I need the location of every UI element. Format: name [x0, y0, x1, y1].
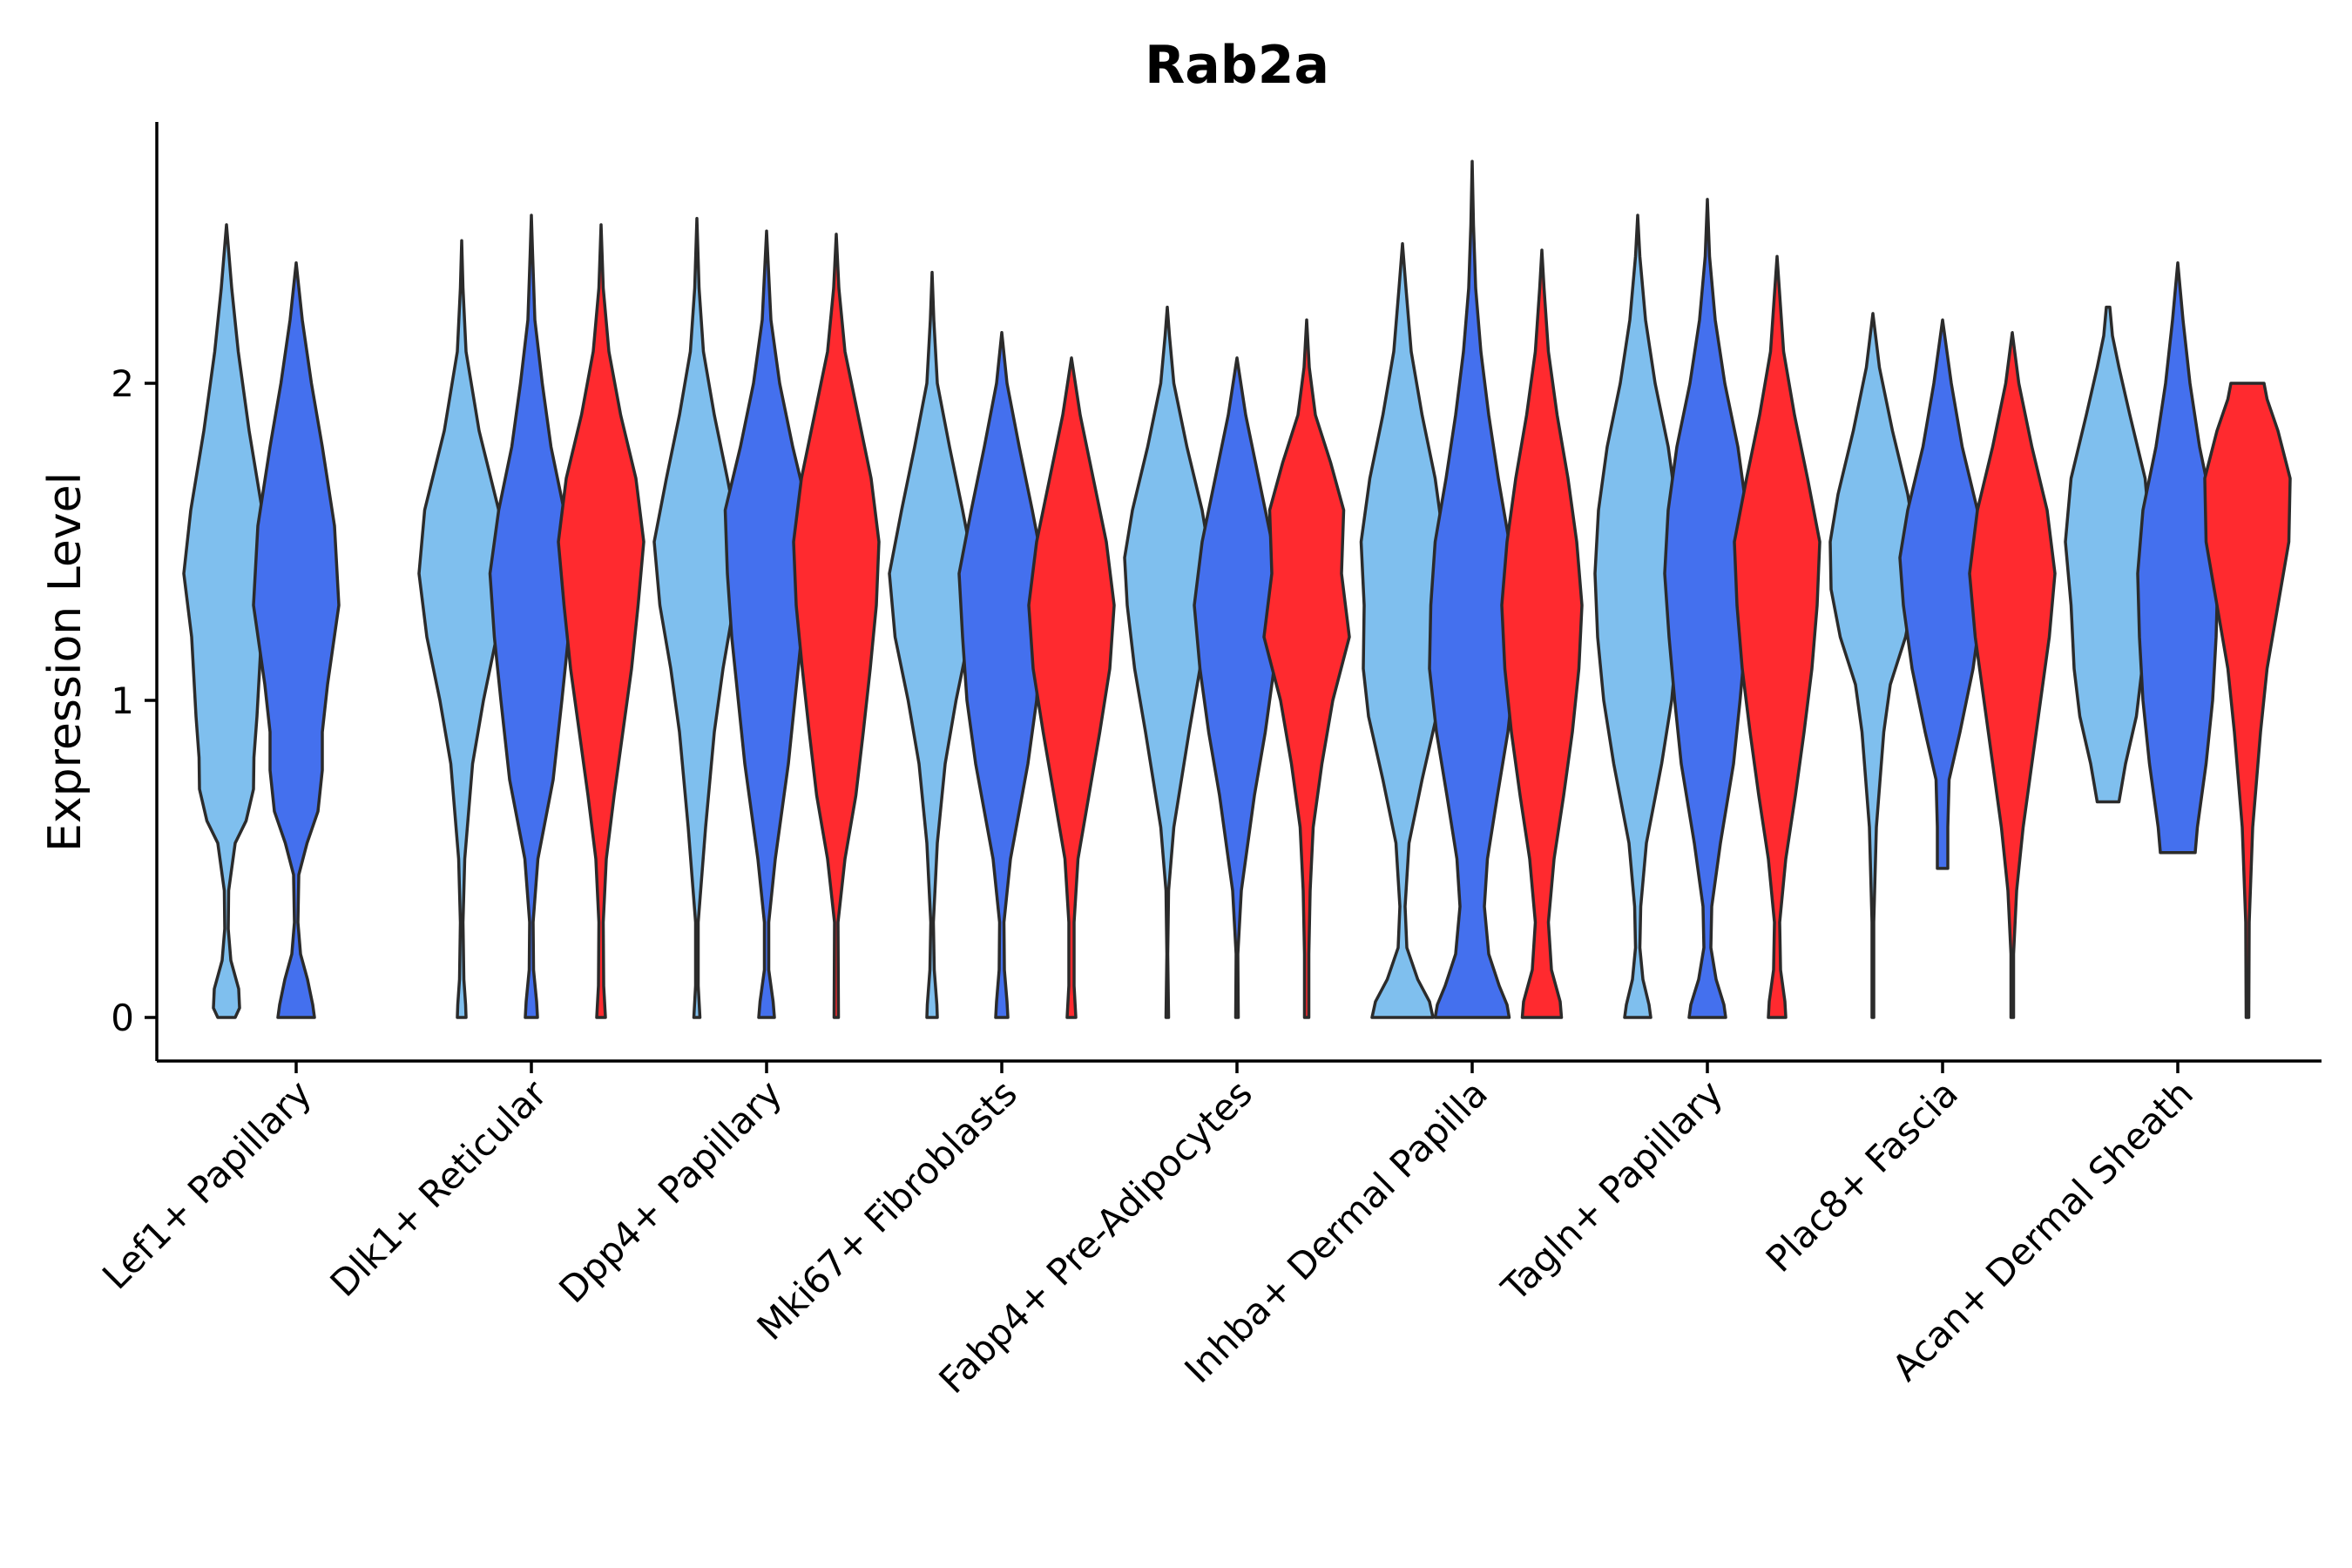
violin-group-2-9 [2136, 260, 2220, 855]
violin-group-2-3 [723, 229, 810, 1019]
y-axis-label: Expression Level [39, 472, 91, 852]
violin-group-2-4 [957, 331, 1046, 1019]
violin-group-3-5 [1262, 318, 1351, 1019]
violin-group-1-3 [652, 216, 741, 1019]
violin-group-2-7 [1663, 198, 1752, 1019]
violin-group-1-4 [888, 270, 977, 1019]
violin-group-3-8 [1968, 331, 2057, 1019]
y-tick-label-0: 0 [111, 997, 134, 1039]
violin-group-3-9 [2203, 382, 2292, 1019]
violin-group-3-2 [557, 223, 645, 1019]
violin-group-3-6 [1500, 248, 1584, 1019]
y-axis: 0 1 2 [111, 122, 159, 1061]
violin-group-1-2 [417, 239, 506, 1019]
violin-group-3-4 [1027, 356, 1116, 1019]
violin-group-1-5 [1123, 305, 1212, 1019]
violin-group-1-8 [1828, 312, 1917, 1019]
chart-title: Rab2a [1145, 35, 1329, 96]
violin-layer [182, 159, 2292, 1019]
y-tick-label-1: 1 [111, 679, 134, 722]
violin-group-3-3 [792, 233, 881, 1019]
y-tick-label-2: 2 [111, 362, 134, 405]
violin-group-2-2 [488, 213, 575, 1019]
violin-group-2-8 [1898, 318, 1987, 870]
violin-group-1-1 [182, 223, 271, 1019]
violin-group-2-5 [1193, 356, 1281, 1019]
violin-group-1-7 [1593, 213, 1682, 1019]
violin-group-2-1 [252, 260, 341, 1019]
violin-group-2-6 [1428, 159, 1517, 1019]
violin-group-1-6 [1359, 242, 1446, 1019]
violin-group-3-7 [1733, 254, 1821, 1019]
